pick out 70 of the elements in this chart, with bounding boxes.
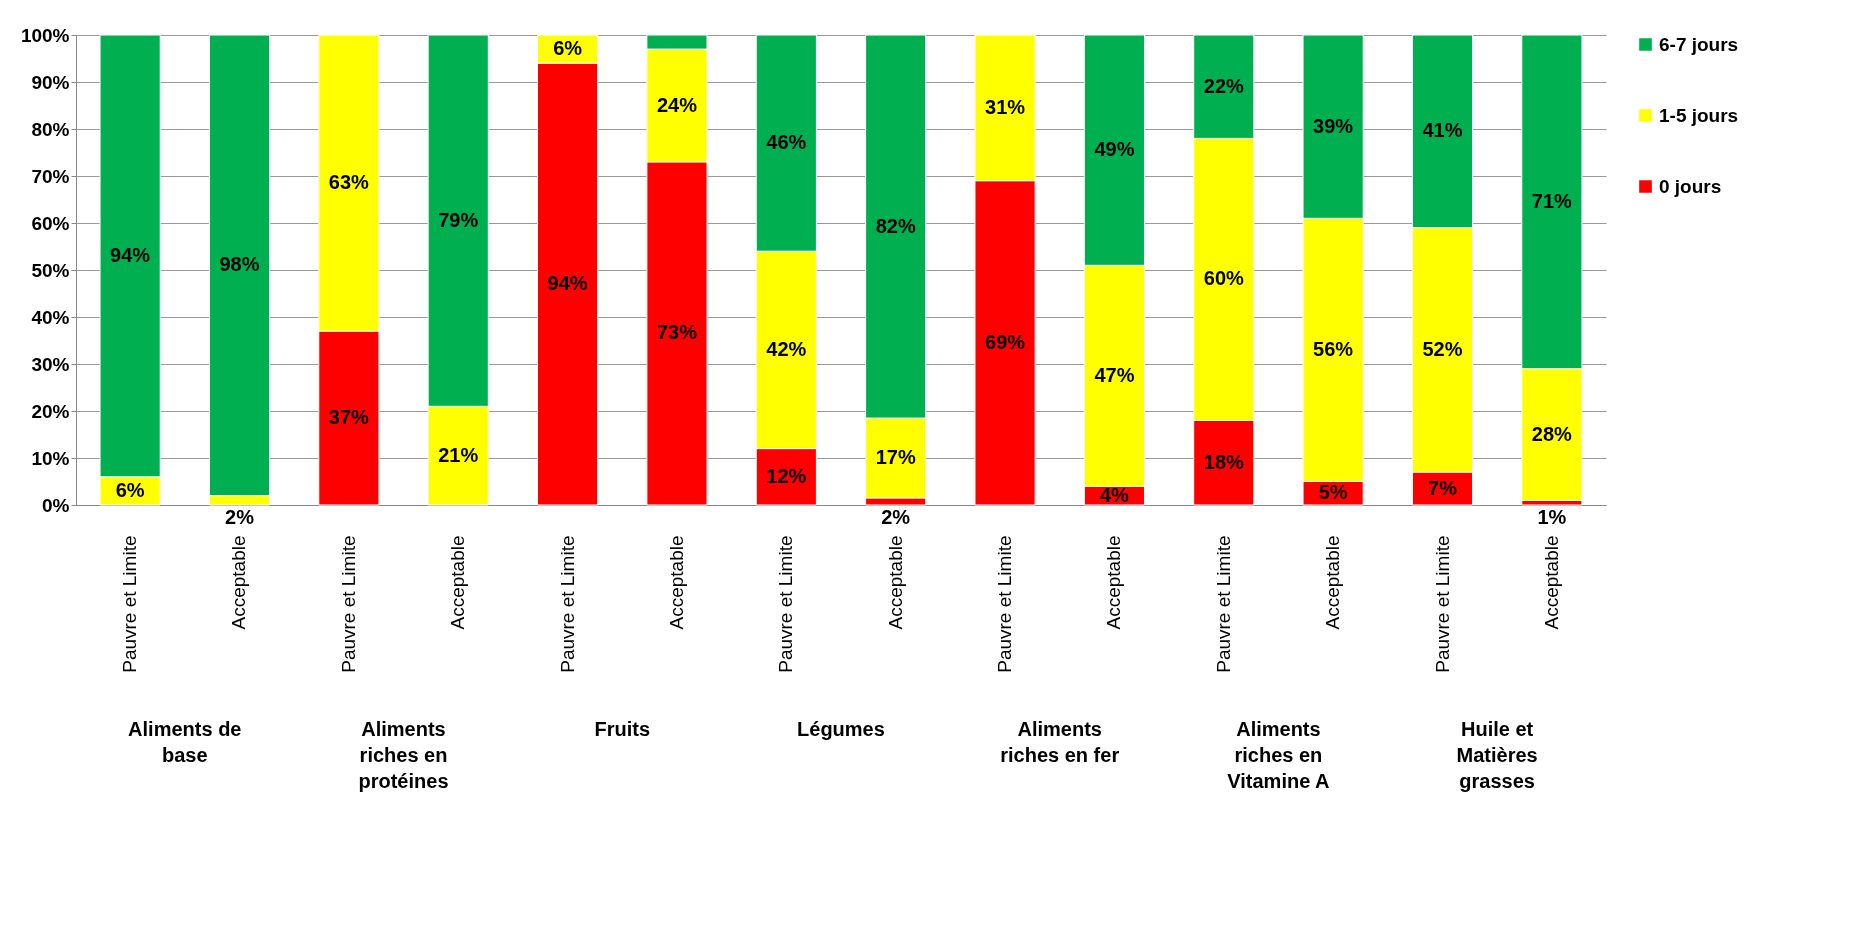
x-tick-label: Acceptable [228,535,250,630]
x-tick-label: Acceptable [1103,535,1125,630]
data-label: 31% [985,95,1026,118]
data-label: 41% [1422,119,1463,142]
data-label: 6% [553,37,583,60]
data-label: 1% [1537,506,1567,528]
data-label: 21% [438,443,479,466]
legend-label: 6-7 jours [1659,33,1739,55]
text: Aliments de base [128,718,242,766]
data-label: 94% [110,243,151,266]
data-label: 49% [1094,138,1135,161]
data-label: 42% [766,337,807,360]
legend-label: 1-5 jours [1659,104,1739,126]
x-tick-label: Pauvre et Limite [337,535,359,673]
text: Aliments riches en Vitamine A [1227,718,1330,792]
x-tick-label: Acceptable [1540,535,1562,630]
text: Huile et Matières grasses [1456,718,1538,792]
data-label: 94% [547,272,588,295]
data-label: 69% [985,330,1026,353]
data-label: 71% [1531,189,1573,212]
data-label: 6% [115,478,145,501]
data-label: 2% [881,506,911,528]
data-label: 18% [1203,450,1244,473]
data-label: 2% [225,506,255,528]
y-tick-label: 0% [42,494,70,516]
y-tick-label: 20% [31,400,70,422]
x-tick-label: Acceptable [447,535,469,630]
data-label: 73% [656,321,698,344]
data-label: 28% [1531,422,1573,445]
y-tick-label: 80% [31,118,70,140]
y-tick-label: 60% [31,212,70,234]
x-tick-label: Pauvre et Limite [1431,535,1453,673]
data-label: 56% [1313,337,1354,360]
y-tick-label: 30% [31,353,70,375]
y-tick-label: 70% [31,165,70,187]
x-tick-label: Acceptable [884,535,906,630]
legend-label: 0 jours [1659,175,1722,197]
x-tick-label: Pauvre et Limite [994,535,1016,673]
data-label: 12% [766,464,807,487]
data-label: 7% [1428,476,1458,499]
data-label: 60% [1203,267,1244,290]
data-label: 79% [438,208,479,231]
text: Légumes [797,718,885,740]
data-label: 52% [1422,337,1463,360]
text: Aliments riches en fer [1000,718,1120,766]
data-label: 39% [1313,114,1354,137]
x-tick-label: Acceptable [1322,535,1344,630]
data-label: 98% [219,253,260,276]
y-tick-label: 100% [20,24,70,46]
x-tick-label: Pauvre et Limite [775,535,797,673]
data-label: 17% [875,446,916,468]
data-label: 5% [1318,481,1348,504]
data-label: 63% [328,171,370,194]
y-tick-label: 40% [31,306,70,328]
data-label: 46% [766,131,807,154]
y-tick-label: 10% [31,447,70,469]
y-tick-label: 50% [31,259,70,281]
x-tick-label: Acceptable [665,535,687,630]
x-tick-label: Pauvre et Limite [556,535,578,673]
data-label: 24% [656,93,698,116]
data-label: 4% [1099,483,1130,506]
text: Fruits [594,718,651,740]
data-label: 47% [1094,363,1135,386]
data-label: 22% [1203,74,1244,97]
data-label: 37% [328,406,370,429]
data-label: 82% [875,214,916,237]
text: Aliments riches en protéines [358,718,449,792]
x-tick-label: Pauvre et Limite [119,535,141,673]
y-tick-label: 90% [31,71,70,93]
x-tick-label: Pauvre et Limite [1212,535,1234,673]
